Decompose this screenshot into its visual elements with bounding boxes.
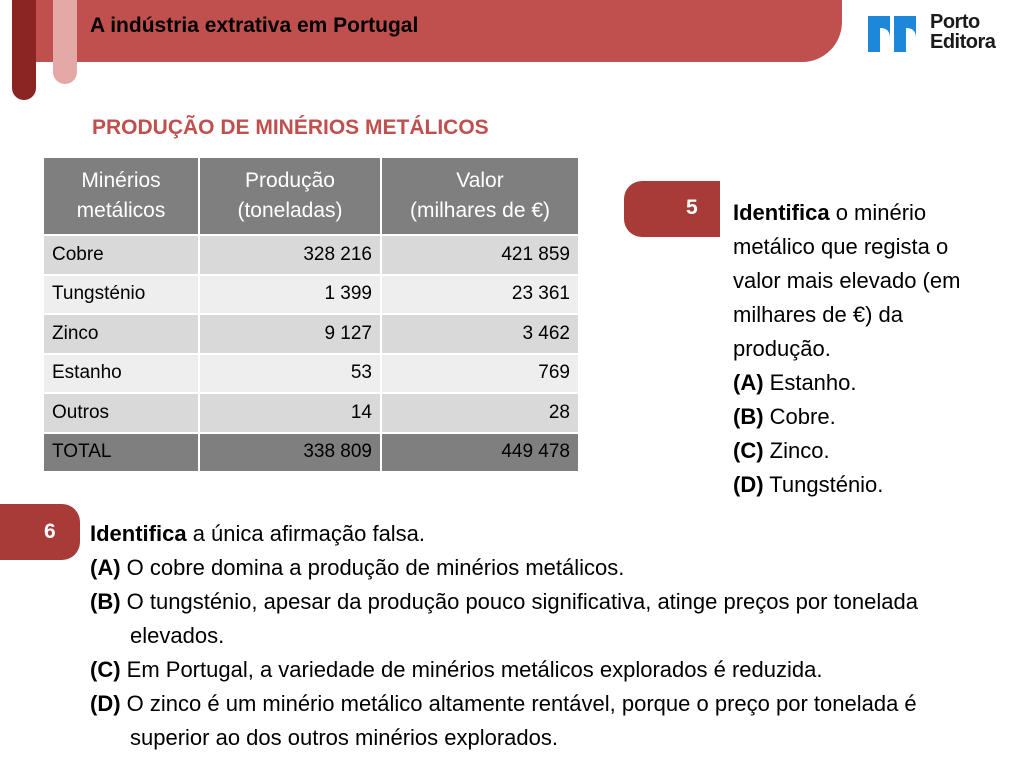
cell-value: 769: [380, 352, 580, 394]
header-decoration-dark: [12, 0, 36, 100]
question-6-text: Identifica a única afirmação falsa. (A) …: [90, 517, 990, 755]
logo-icon: [868, 16, 916, 52]
cell-mineral: Outros: [42, 392, 200, 434]
question-6-option: (A) O cobre domina a produção de minério…: [90, 555, 625, 580]
question-5-badge: [624, 181, 720, 237]
cell-value: 421 859: [380, 234, 580, 276]
logo-text-line2: Editora: [930, 31, 996, 53]
question-6-option: (D) O zinco é um minério metálico altame…: [90, 691, 917, 750]
cell-mineral: Estanho: [42, 352, 200, 394]
table-row: Zinco 9 127 3 462: [42, 313, 580, 355]
column-header-production: Produção (toneladas): [198, 156, 382, 236]
question-5-option: (D) Tungsténio.: [733, 472, 884, 497]
question-6-option: (B) O tungsténio, apesar da produção pou…: [90, 589, 918, 648]
table-row: Cobre 328 216 421 859: [42, 234, 580, 276]
question-6-option: (C) Em Portugal, a variedade de minérios…: [90, 657, 823, 682]
cell-value: 28: [380, 392, 580, 434]
question-5-option: (C) Zinco.: [733, 438, 830, 463]
cell-value: 3 462: [380, 313, 580, 355]
section-title: PRODUÇÃO DE MINÉRIOS METÁLICOS: [92, 116, 489, 139]
table-row: Estanho 53 769: [42, 352, 580, 394]
table-header-row: Minérios metálicos Produção (toneladas) Va…: [42, 156, 580, 236]
question-6-badge: [0, 504, 80, 560]
cell-value: 23 361: [380, 273, 580, 315]
logo-text-line1: Porto: [930, 11, 980, 33]
page-title: A indústria extrativa em Portugal: [90, 14, 419, 37]
cell-production: 53: [198, 352, 382, 394]
cell-production: 9 127: [198, 313, 382, 355]
question-5-number: 5: [686, 196, 698, 219]
table-row: Tungsténio 1 399 23 361: [42, 273, 580, 315]
question-5-prompt: Identifica o minério metálico que regist…: [733, 200, 961, 361]
cell-mineral: Zinco: [42, 313, 200, 355]
header-decoration-light: [53, 0, 77, 84]
table-row: Outros 14 28: [42, 392, 580, 434]
minerals-table: Minérios metálicos Produção (toneladas) Va…: [42, 156, 580, 473]
question-5-option: (A) Estanho.: [733, 370, 857, 395]
cell-value: 449 478: [380, 431, 580, 473]
cell-mineral: Tungsténio: [42, 273, 200, 315]
table-total-row: TOTAL 338 809 449 478: [42, 431, 580, 473]
question-5-text: Identifica o minério metálico que regist…: [733, 196, 993, 502]
cell-production: 328 216: [198, 234, 382, 276]
question-6-prompt: Identifica a única afirmação falsa.: [90, 521, 426, 546]
column-header-value: Valor (milhares de €): [380, 156, 580, 236]
cell-production: 338 809: [198, 431, 382, 473]
cell-production: 14: [198, 392, 382, 434]
cell-production: 1 399: [198, 273, 382, 315]
question-6-number: 6: [44, 520, 56, 543]
cell-mineral: Cobre: [42, 234, 200, 276]
column-header-minerals: Minérios metálicos: [42, 156, 200, 236]
header-bar: [30, 0, 842, 62]
question-5-option: (B) Cobre.: [733, 404, 836, 429]
cell-mineral: TOTAL: [42, 431, 200, 473]
